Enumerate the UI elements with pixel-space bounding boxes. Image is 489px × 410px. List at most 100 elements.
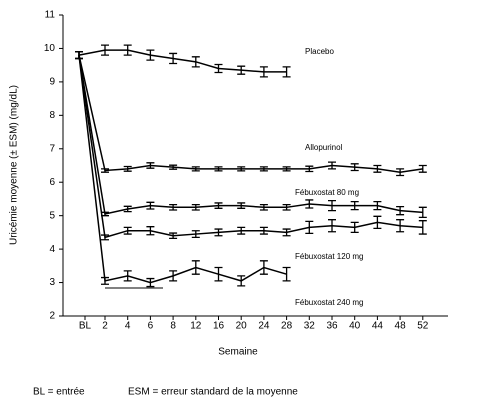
error-bar (123, 270, 132, 282)
error-bar (305, 220, 314, 235)
y-tick-label: 9 (49, 77, 55, 88)
error-bar (282, 166, 291, 172)
error-bar (101, 234, 109, 241)
error-bar (146, 49, 155, 61)
y-axis-label: Uricémie moyenne (± ESM) (mg/dL) (9, 85, 20, 245)
error-bar (259, 226, 268, 235)
error-bar (123, 226, 132, 235)
footnote: ESM = erreur standard de la moyenne (128, 387, 298, 398)
error-bar (282, 228, 291, 237)
error-bar (101, 276, 109, 285)
series-label: Fébuxostat 120 mg (295, 252, 363, 261)
error-bar (214, 166, 223, 172)
error-bar (396, 168, 405, 177)
error-bar (237, 202, 246, 209)
error-bar (282, 266, 291, 282)
error-bar (169, 270, 178, 282)
error-bar (123, 44, 132, 56)
error-bar (418, 164, 427, 173)
error-bar (191, 230, 200, 239)
series-line (78, 55, 287, 284)
error-bar (146, 226, 155, 236)
y-tick-label: 2 (49, 311, 55, 322)
error-bar (396, 219, 405, 233)
x-tick-label: 28 (281, 321, 293, 332)
y-tick-label: 10 (44, 43, 56, 54)
error-bar (350, 163, 359, 172)
error-bar (305, 165, 314, 173)
y-tick-label: 8 (49, 110, 55, 121)
x-tick-label: 24 (258, 321, 270, 332)
error-bar (237, 65, 246, 75)
series-line (78, 54, 423, 173)
footnote: BL = entrée (33, 387, 85, 398)
x-axis-label: Semaine (218, 347, 258, 358)
error-bar (169, 164, 178, 170)
series-line (78, 49, 287, 73)
error-bar (191, 166, 200, 172)
y-tick-label: 11 (45, 10, 56, 21)
error-bar (191, 203, 200, 211)
series-label: Placebo (305, 47, 334, 56)
error-bar (282, 66, 291, 78)
error-bar (396, 205, 405, 216)
error-bar (123, 205, 132, 213)
error-bar (237, 166, 246, 172)
error-bar (146, 201, 155, 210)
error-bar (146, 277, 155, 288)
x-tick-label: 2 (102, 321, 108, 332)
error-bar (214, 63, 223, 74)
series-label: Allopurinol (305, 143, 343, 152)
error-bar (75, 51, 83, 60)
error-bar (123, 165, 132, 172)
y-tick-label: 6 (49, 177, 55, 188)
error-bar (214, 266, 223, 282)
error-bar (146, 162, 155, 169)
x-tick-label: 40 (349, 321, 361, 332)
error-bar (259, 166, 268, 172)
y-tick-label: 5 (49, 210, 55, 221)
y-tick-label: 4 (49, 244, 55, 255)
error-bar (169, 52, 178, 65)
series-line (78, 55, 423, 215)
series-label: Fébuxostat 240 mg (295, 298, 363, 307)
y-tick-label: 3 (49, 277, 55, 288)
error-bar (259, 203, 268, 211)
error-bar (259, 66, 268, 78)
x-tick-label: 12 (190, 321, 202, 332)
x-tick-label: 6 (148, 321, 154, 332)
x-tick-label: 4 (125, 321, 131, 332)
x-tick-label: 48 (395, 321, 407, 332)
error-bar (169, 232, 178, 240)
error-bar (101, 44, 109, 56)
error-bar (191, 260, 200, 275)
error-bar (373, 215, 382, 230)
error-bar (169, 203, 178, 211)
x-tick-label: 8 (170, 321, 176, 332)
x-tick-label: 32 (304, 321, 316, 332)
error-bar (373, 164, 382, 173)
error-bar (259, 260, 268, 275)
error-bar (418, 206, 427, 218)
y-tick-label: 7 (49, 143, 55, 154)
x-tick-label: 52 (417, 321, 429, 332)
error-bar (350, 221, 359, 234)
error-bar (214, 202, 223, 209)
error-bar (214, 228, 223, 237)
x-tick-label: 44 (372, 321, 384, 332)
x-tick-label: 36 (326, 321, 338, 332)
error-bar (237, 226, 246, 235)
x-tick-label: 20 (236, 321, 248, 332)
x-tick-label: 16 (213, 321, 225, 332)
series-line (78, 55, 423, 239)
error-bar (328, 161, 336, 170)
series-label: Fébuxostat 80 mg (295, 188, 359, 197)
error-bar (328, 219, 336, 233)
error-bar (237, 275, 246, 287)
error-bar (373, 200, 382, 211)
error-bar (191, 56, 200, 68)
error-bar (101, 168, 109, 173)
error-bar (282, 203, 291, 211)
error-bar (328, 199, 336, 212)
